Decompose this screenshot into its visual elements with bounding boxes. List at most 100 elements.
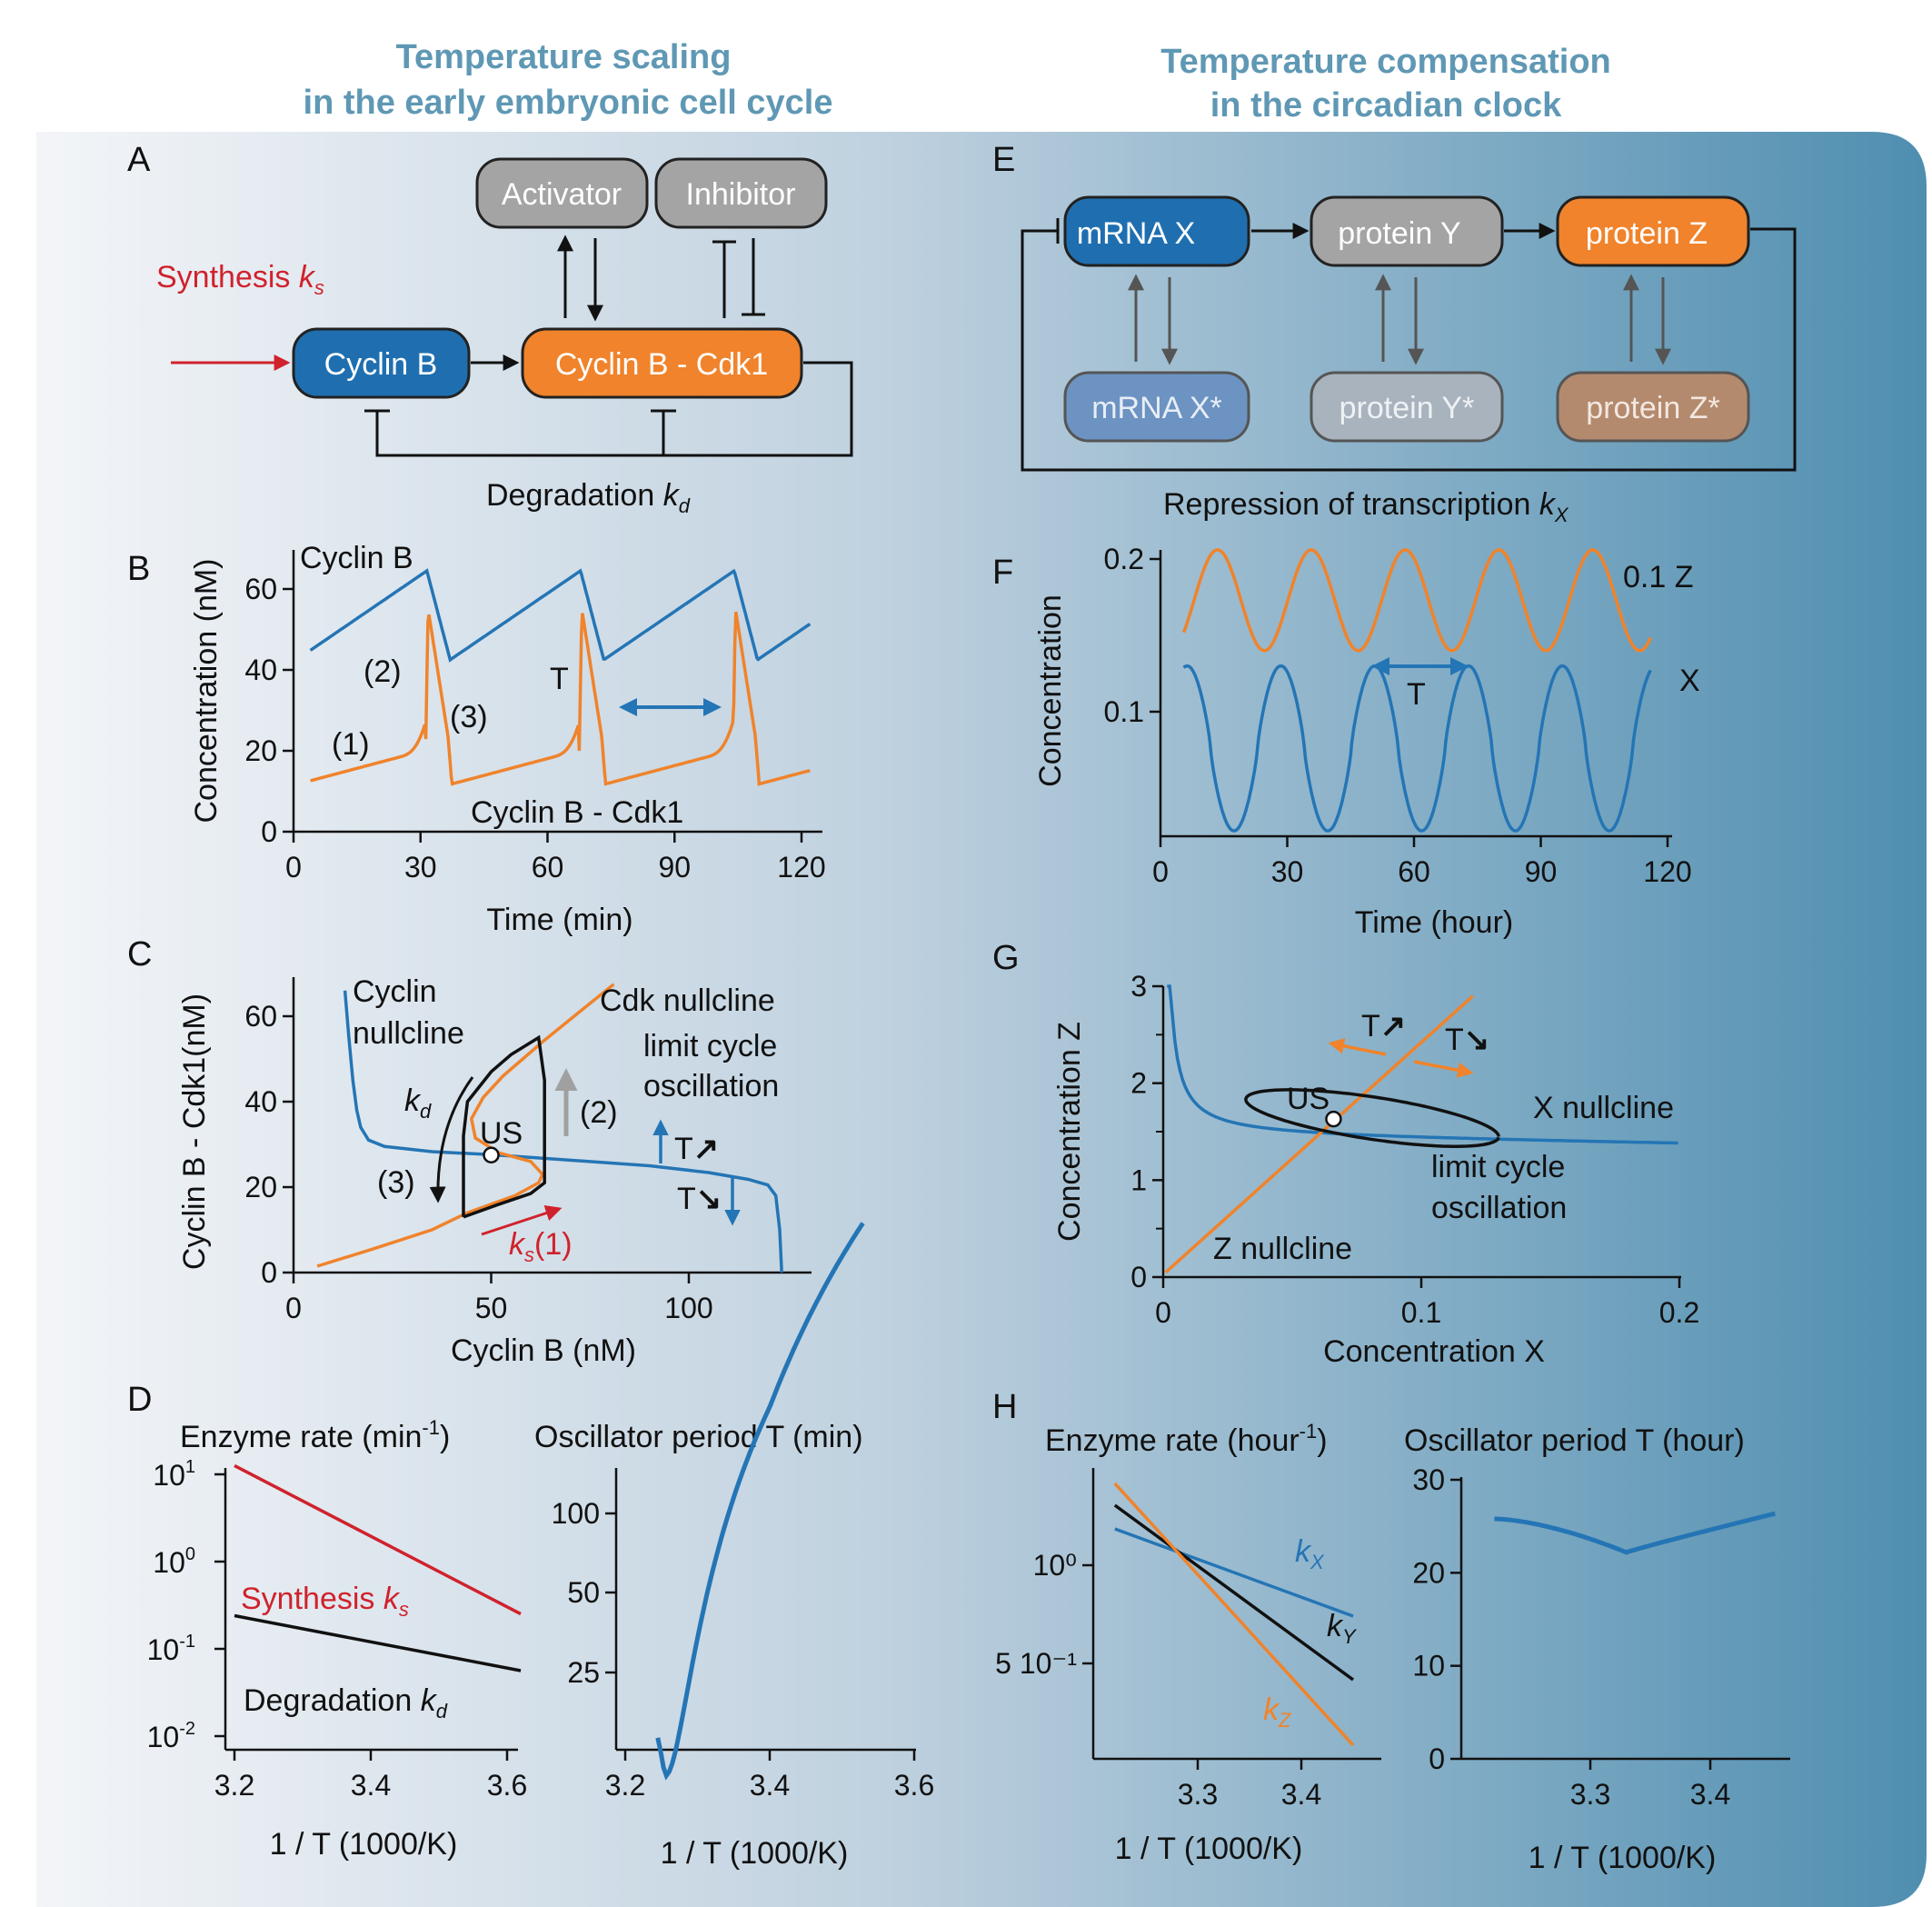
mrna-x-star-label: mRNA X* — [1091, 391, 1222, 425]
h-left-xtick-1-label: 3.4 — [1281, 1778, 1321, 1811]
d-ytick-0-label: 101 — [153, 1457, 195, 1492]
g-xlabel: Concentration X — [1323, 1334, 1545, 1369]
panel-a-diagram: Activator Inhibitor Cyclin B Cyclin B - … — [156, 157, 853, 517]
g-t-up-arrow — [1328, 1038, 1387, 1056]
d-left-xtick-0-label: 3.2 — [214, 1769, 254, 1802]
mrna-x-label: mRNA X — [1077, 216, 1195, 251]
d-title-left: Enzyme rate (min-1) — [180, 1416, 450, 1454]
b-label-2: (2) — [363, 654, 402, 689]
c-cyclin-null-label-2: nullcline — [353, 1016, 464, 1051]
degradation-label: Degradation kd — [486, 478, 691, 517]
f-ytick-1-label: 0.2 — [1104, 543, 1144, 575]
g-t-down-arrow — [1413, 1060, 1474, 1078]
b-xtick-2-label: 60 — [532, 851, 564, 884]
d-synthesis-label: Synthesis ks — [241, 1582, 409, 1621]
c-limit-cycle — [462, 1034, 546, 1219]
panel-b-chart: 0 20 40 60 0 30 60 90 120 Concentration (nM) Tim… — [189, 541, 826, 937]
c-ytick-2-label: 40 — [244, 1085, 277, 1118]
c-xtick-0-label: 0 — [285, 1292, 302, 1324]
d-right-xlabel: 1 / T (1000/K) — [661, 1836, 849, 1871]
b-cyclin-series — [309, 568, 812, 663]
d-degradation-label: Degradation kd — [244, 1683, 448, 1722]
panel-letter-h: H — [992, 1388, 1017, 1426]
d-right-ytick-2-label: 25 — [567, 1656, 600, 1689]
c-limit-label-2: oscillation — [643, 1069, 779, 1103]
g-ytick-2-label: 2 — [1130, 1067, 1147, 1100]
panel-g-chart: 0 1 2 3 0 0.1 0.2 Concentration Z Concentratio… — [1052, 970, 1699, 1369]
d-left-xlabel: 1 / T (1000/K) — [270, 1827, 458, 1862]
panel-h-charts: Enzyme rate (hour-1) Oscillator period T… — [995, 1420, 1790, 1875]
repression-loop — [1021, 227, 1797, 472]
d-ytick-2-label: 10-1 — [147, 1632, 195, 1666]
g-limit-cycle — [1244, 1088, 1500, 1148]
inhibitor-box — [654, 157, 828, 229]
panel-d-charts: Enzyme rate (min-1) Oscillator period T … — [147, 1222, 934, 1871]
protein-y-label: protein Y — [1338, 216, 1460, 251]
h-right-ytick-0-label: 0 — [1429, 1742, 1445, 1775]
c-t-down-label: T↘ — [677, 1182, 722, 1216]
panel-c-chart: 0 20 40 60 0 50 100 Cyclin B - Cdk1(nM) Cyclin… — [177, 974, 812, 1368]
protein-y-star-box — [1310, 371, 1504, 443]
b-label-T: T — [550, 662, 569, 696]
h-right-ytick-2-label: 20 — [1412, 1556, 1445, 1589]
repression-label: Repression of transcription kX — [1163, 487, 1569, 526]
b-label-1: (1) — [332, 727, 370, 762]
protein-z-box — [1556, 195, 1750, 267]
f-z-series — [1181, 548, 1652, 653]
f-label-T: T — [1407, 677, 1426, 712]
h-left-xlabel: 1 / T (1000/K) — [1115, 1832, 1303, 1866]
degradation-loop — [375, 361, 853, 457]
header-left-line2: in the early embryonic cell cycle — [304, 84, 833, 122]
f-ytick-0-label: 0.1 — [1104, 695, 1144, 728]
panel-letter-c: C — [127, 935, 152, 973]
b-ytick-3-label: 60 — [244, 573, 277, 605]
c-ytick-3-label: 60 — [244, 1000, 277, 1033]
protein-z-star-box — [1556, 371, 1750, 443]
h-right-xtick-0-label: 3.3 — [1570, 1778, 1610, 1811]
c-xlabel: Cyclin B (nM) — [451, 1333, 636, 1368]
d-title-right: Oscillator period T (min) — [534, 1420, 863, 1454]
header-right-line1: Temperature compensation — [1160, 43, 1611, 81]
g-unstable-point — [1325, 1110, 1342, 1128]
d-degradation-line — [234, 1613, 522, 1672]
d-right-ytick-1-label: 50 — [567, 1576, 600, 1609]
cyclin-b-label: Cyclin B — [324, 347, 438, 382]
g-x-null-label: X nullcline — [1533, 1091, 1674, 1125]
d-right-ytick-0-label: 100 — [552, 1497, 600, 1530]
panel-e-diagram: mRNA X protein Y protein Z mRNA X* prote… — [1021, 195, 1797, 526]
inhibitor-label: Inhibitor — [686, 177, 796, 212]
g-limit-label-1: limit cycle — [1431, 1150, 1565, 1184]
g-us-label: US — [1287, 1082, 1329, 1116]
b-xtick-4-label: 120 — [777, 851, 825, 884]
c-kd-arrow — [429, 1076, 474, 1203]
g-xtick-0-label: 0 — [1155, 1296, 1171, 1329]
c-cyclin-null-label-1: Cyclin — [353, 974, 437, 1009]
b-ytick-1-label: 20 — [244, 734, 277, 767]
c-kd-label: kd — [404, 1083, 432, 1123]
complex-label: Cyclin B - Cdk1 — [555, 347, 768, 382]
g-ylabel: Concentration Z — [1052, 1022, 1087, 1242]
protein-z-label: protein Z — [1586, 216, 1708, 251]
f-xtick-1-label: 30 — [1271, 855, 1304, 888]
mrna-x-star-box — [1063, 371, 1250, 443]
b-ytick-0-label: 0 — [261, 815, 277, 848]
panel-f-chart: 0.1 0.2 0 30 60 90 120 Concentration Time (hou… — [1033, 543, 1700, 940]
d-ytick-3-label: 10-2 — [147, 1719, 195, 1753]
g-ytick-3-label: 3 — [1130, 970, 1147, 1003]
c-ylabel: Cyclin B - Cdk1(nM) — [177, 993, 212, 1270]
d-left-xtick-2-label: 3.6 — [487, 1769, 527, 1802]
h-right-xtick-1-label: 3.4 — [1690, 1778, 1730, 1811]
d-left-xtick-1-label: 3.4 — [351, 1769, 391, 1802]
g-xtick-2-label: 0.2 — [1659, 1296, 1699, 1329]
h-title-left: Enzyme rate (hour-1) — [1045, 1420, 1328, 1458]
c-ytick-0-label: 0 — [261, 1256, 277, 1289]
g-xtick-1-label: 0.1 — [1401, 1296, 1441, 1329]
h-kz-label: kZ — [1263, 1692, 1292, 1732]
activator-box — [475, 157, 649, 229]
d-right-xtick-2-label: 3.6 — [894, 1769, 934, 1802]
b-complex-series — [310, 611, 811, 786]
d-ytick-1-label: 100 — [153, 1544, 195, 1579]
d-period-curve — [655, 1222, 865, 1781]
h-left-xtick-0-label: 3.3 — [1178, 1778, 1218, 1811]
d-right-xtick-1-label: 3.4 — [750, 1769, 790, 1802]
